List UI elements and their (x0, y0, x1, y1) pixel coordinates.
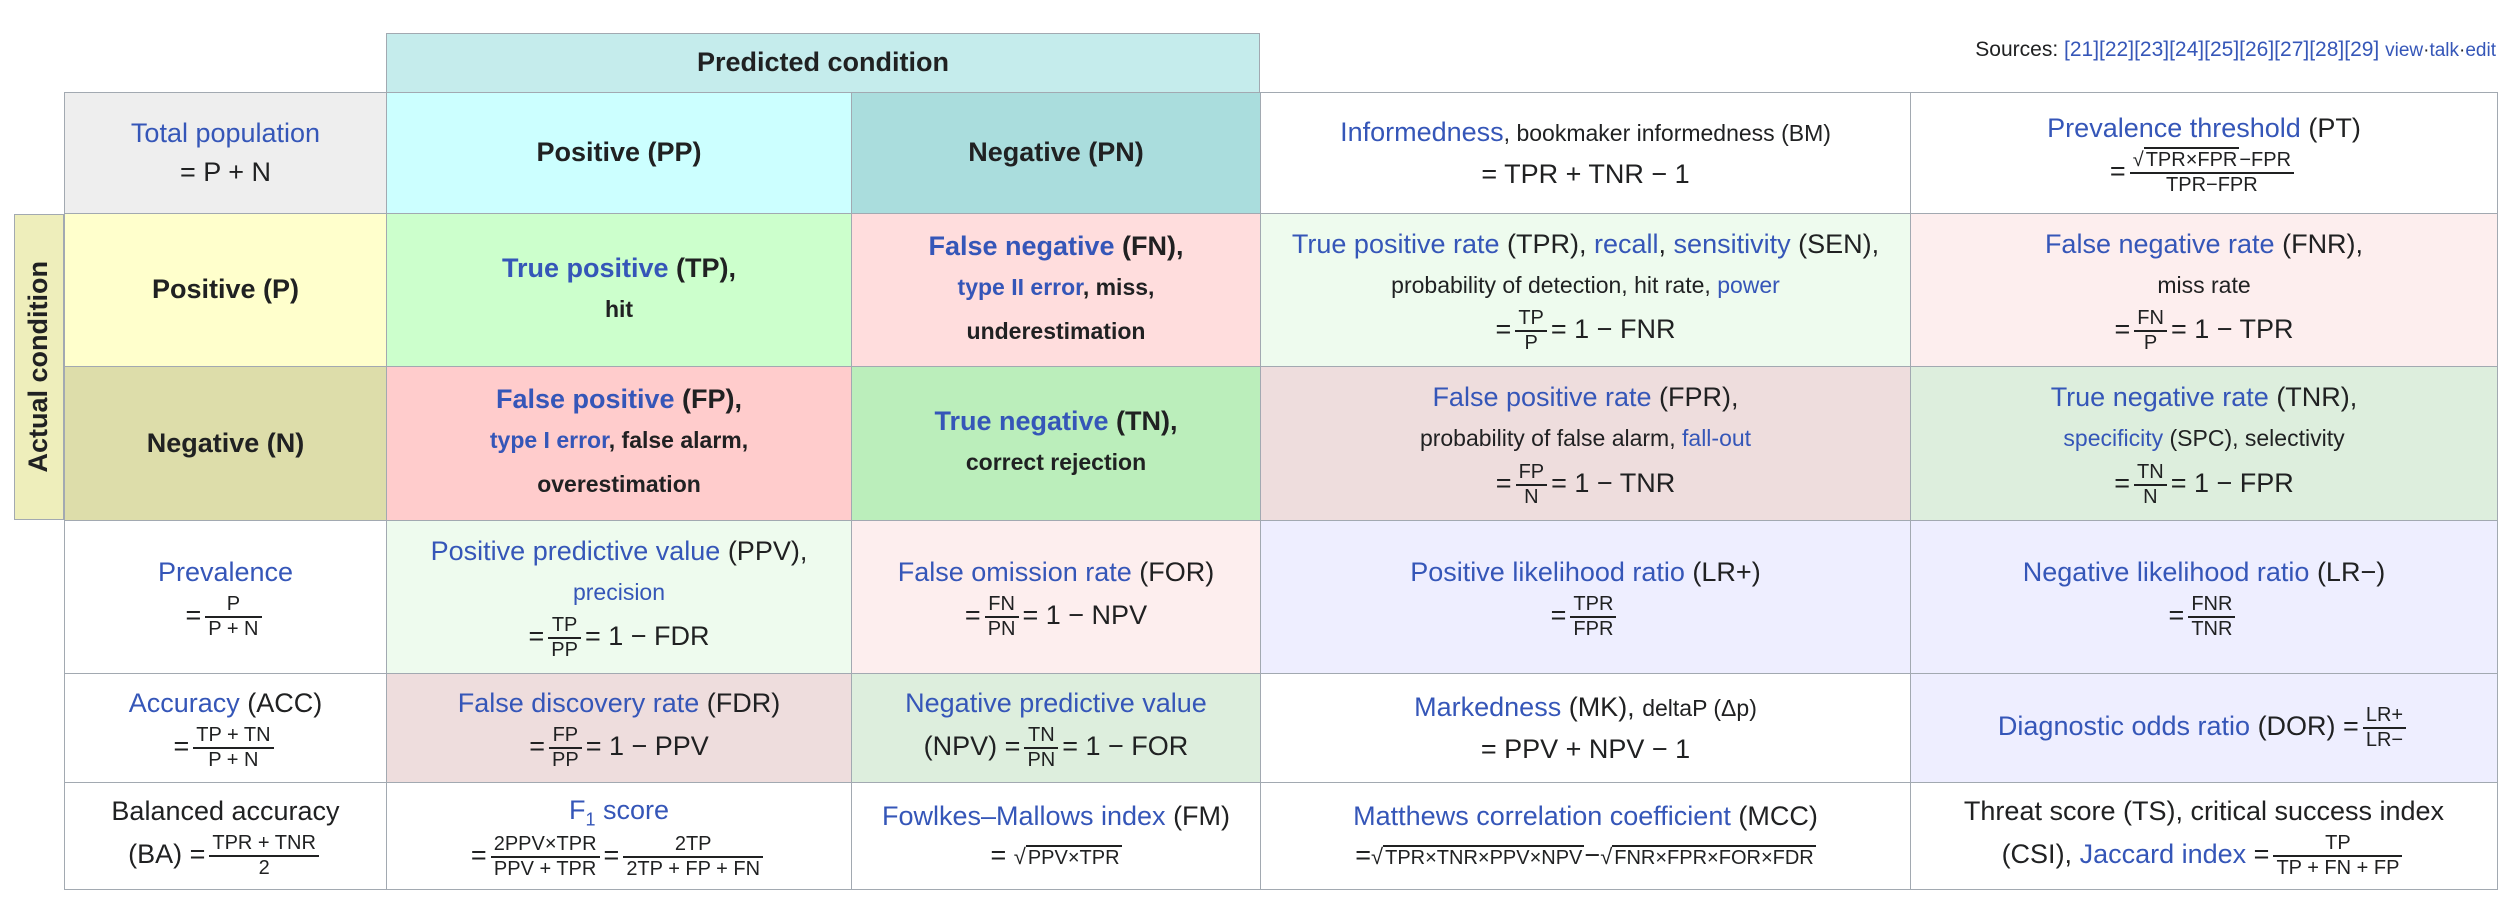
f1-score-cell: F1 score = 2PPV×TPR PPV + TPR = 2TP 2TP + FP … (386, 782, 852, 890)
sources-refs-link[interactable]: [21][22][23][24][25][26][27][28][29] (2064, 38, 2380, 61)
ppv-cell: Positive predictive value (PPV), precisi… (386, 520, 852, 674)
ppv-link[interactable]: Positive predictive value (430, 535, 721, 566)
accuracy-cell: Accuracy (ACC) = TP + TN P + N (64, 673, 387, 783)
ts-fraction: TP TP + FN + FP (2273, 832, 2403, 880)
tnr-link[interactable]: True negative rate (2050, 382, 2269, 413)
ba-fraction: TPR + TNR 2 (209, 832, 319, 880)
true-positive-cell: True positive (TP), hit (386, 213, 852, 367)
false-positive-link[interactable]: False positive (495, 384, 675, 415)
accuracy-fraction: TP + TN P + N (193, 724, 274, 772)
actual-negative-header: Negative (N) (64, 366, 387, 521)
false-positive-cell: False positive (FP), type I error, false… (386, 366, 852, 521)
true-positive-rate-cell: True positive rate (TPR), recall, sensit… (1260, 213, 1911, 367)
lr-plus-fraction: TPR FPR (1570, 593, 1617, 641)
mcc-cell: Matthews correlation coefficient (MCC) =… (1260, 782, 1911, 890)
false-negative-rate-cell: False negative rate (FNR), miss rate = FN… (1910, 213, 2498, 367)
lr-plus-link[interactable]: Positive likelihood ratio (1410, 557, 1685, 588)
informedness-link[interactable]: Informedness (1340, 116, 1504, 147)
lr-minus-link[interactable]: Negative likelihood ratio (2022, 557, 2310, 588)
true-negative-cell: True negative (TN), correct rejection (851, 366, 1261, 521)
dor-link[interactable]: Diagnostic odds ratio (1997, 711, 2251, 742)
fowlkes-mallows-link[interactable]: Fowlkes–Mallows index (881, 800, 1166, 831)
tpr-fraction: TP P (1515, 307, 1547, 355)
power-link[interactable]: power (1717, 271, 1780, 298)
predicted-condition-header: Predicted condition (386, 33, 1260, 93)
sources-label: Sources: (1975, 38, 2059, 61)
talk-link[interactable]: talk (2429, 40, 2460, 61)
npv-fraction: TN PN (1024, 724, 1059, 772)
recall-link[interactable]: recall (1594, 228, 1659, 259)
tnr-fraction: TN N (2134, 461, 2167, 509)
dor-fraction: LR+ LR− (2362, 704, 2407, 752)
edit-link[interactable]: edit (2465, 40, 2496, 61)
threat-score-cell: Threat score (TS), critical success inde… (1910, 782, 2498, 890)
markedness-cell: Markedness (MK), deltaP (Δp) = PPV + NPV… (1260, 673, 1911, 783)
prevalence-link[interactable]: Prevalence (157, 557, 294, 588)
fall-out-link[interactable]: fall-out (1682, 425, 1752, 452)
true-negative-link[interactable]: True negative (934, 406, 1109, 437)
false-discovery-rate-cell: False discovery rate (FDR) = FP PP = 1 − PP… (386, 673, 852, 783)
type-i-error-link[interactable]: type I error (489, 427, 609, 454)
balanced-accuracy-cell: Balanced accuracy (BA) = TPR + TNR 2 (64, 782, 387, 890)
f1-fraction-2: 2TP 2TP + FP + FN (623, 833, 764, 881)
jaccard-index-link[interactable]: Jaccard index (2079, 838, 2247, 869)
true-positive-link[interactable]: True positive (501, 252, 669, 283)
for-fraction: FN PN (984, 593, 1019, 641)
accuracy-link[interactable]: Accuracy (128, 688, 240, 719)
npv-cell: Negative predictive value (NPV) = TN PN = 1… (851, 673, 1261, 783)
view-link[interactable]: view (2385, 40, 2424, 61)
fnr-fraction: FN P (2134, 307, 2167, 355)
actual-positive-header: Positive (P) (64, 213, 387, 367)
total-population-link[interactable]: Total population (130, 117, 321, 148)
positive-likelihood-ratio-cell: Positive likelihood ratio (LR+) = TPR FPR (1260, 520, 1911, 674)
sensitivity-link[interactable]: sensitivity (1673, 228, 1791, 259)
for-link[interactable]: False omission rate (897, 557, 1132, 588)
predicted-positive-header: Positive (PP) (386, 92, 852, 214)
false-positive-rate-cell: False positive rate (FPR), probability o… (1260, 366, 1911, 521)
prevalence-threshold-cell: Prevalence threshold (PT) = √ TPR×FPR −FPR T… (1910, 92, 2498, 214)
prevalence-cell: Prevalence = P P + N (64, 520, 387, 674)
pt-fraction: √ TPR×FPR −FPR TPR−FPR (2129, 146, 2295, 197)
ppv-fraction: TP PP (548, 614, 581, 662)
false-omission-rate-cell: False omission rate (FOR) = FN PN = 1 − NPV (851, 520, 1261, 674)
fdr-link[interactable]: False discovery rate (457, 688, 700, 719)
diagnostic-odds-ratio-cell: Diagnostic odds ratio (DOR) = LR+ LR− (1910, 673, 2498, 783)
total-population-cell: Total population = P + N (64, 92, 387, 214)
markedness-link[interactable]: Markedness (1414, 691, 1562, 722)
prevalence-threshold-link[interactable]: Prevalence threshold (2047, 113, 2301, 144)
fpr-link[interactable]: False positive rate (1432, 382, 1652, 413)
negative-likelihood-ratio-cell: Negative likelihood ratio (LR−) = FNR TNR (1910, 520, 2498, 674)
lr-minus-fraction: FNR TNR (2188, 593, 2236, 641)
specificity-link[interactable]: specificity (2063, 425, 2164, 452)
mcc-link[interactable]: Matthews correlation coefficient (1353, 800, 1731, 831)
informedness-cell: Informedness, bookmaker informedness (BM… (1260, 92, 1911, 214)
precision-link[interactable]: precision (572, 578, 666, 605)
tpr-link[interactable]: True positive rate (1291, 228, 1500, 259)
fnr-link[interactable]: False negative rate (2044, 228, 2275, 259)
npv-link[interactable]: Negative predictive value (905, 688, 1207, 719)
actual-condition-header: Actual condition (14, 214, 64, 520)
sources-line: Sources: [21][22][23][24][25][26][27][28… (1975, 38, 2496, 61)
fowlkes-mallows-cell: Fowlkes–Mallows index (FM) = √ PPV×TPR (851, 782, 1261, 890)
fpr-fraction: FP N (1515, 461, 1548, 509)
fdr-fraction: FP PP (549, 724, 582, 772)
true-negative-rate-cell: True negative rate (TNR), specificity (S… (1910, 366, 2498, 521)
predicted-negative-header: Negative (PN) (851, 92, 1261, 214)
false-negative-cell: False negative (FN), type II error, miss… (851, 213, 1261, 367)
false-negative-link[interactable]: False negative (928, 230, 1115, 261)
f1-score-link[interactable]: F1 score (568, 795, 670, 830)
f1-fraction-1: 2PPV×TPR PPV + TPR (490, 833, 600, 881)
type-ii-error-link[interactable]: type II error (957, 273, 1083, 300)
